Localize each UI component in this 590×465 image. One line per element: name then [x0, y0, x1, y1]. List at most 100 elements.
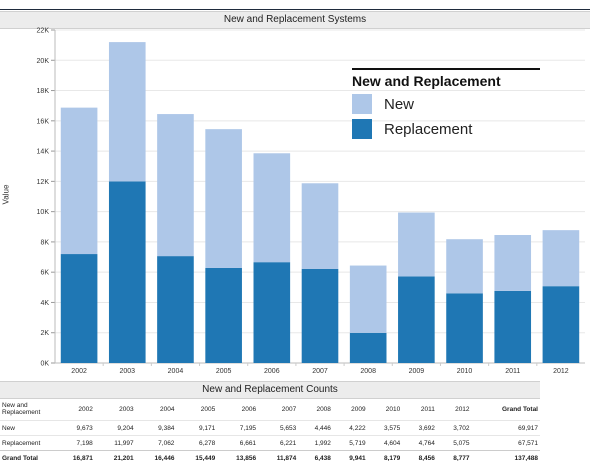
table-row: New 9,673 9,204 9,384 9,171 7,195 5,653 …	[0, 421, 540, 436]
bar-new-2005	[205, 129, 242, 268]
row-label: New	[0, 421, 54, 436]
table-cell: 7,062	[136, 436, 177, 451]
y-tick-label: 10K	[37, 209, 50, 216]
table-cell: 6,438	[298, 451, 333, 465]
y-tick-label: 6K	[40, 270, 49, 277]
table-cell: 9,204	[95, 421, 136, 436]
grand-total-row: Grand Total 16,871 21,201 16,446 15,449 …	[0, 451, 540, 465]
table-cell: 16,871	[54, 451, 95, 465]
row-total: 69,917	[472, 421, 540, 436]
table-cell: 7,195	[217, 421, 258, 436]
table-cell: 9,384	[136, 421, 177, 436]
row-total: 67,571	[472, 436, 540, 451]
table-cell: 6,221	[258, 436, 298, 451]
table-cell: 4,604	[368, 436, 403, 451]
table-cell: 8,456	[402, 451, 437, 465]
x-tick-label: 2012	[553, 368, 569, 375]
row-header-label: New and Replacement	[0, 398, 54, 421]
col-header: 2010	[368, 398, 403, 421]
table-cell: 4,764	[402, 436, 437, 451]
table-cell: 9,171	[176, 421, 217, 436]
legend: New and Replacement New Replacement	[352, 68, 540, 139]
y-tick-label: 20K	[37, 58, 50, 65]
bar-new-2007	[302, 183, 339, 269]
y-tick-label: 0K	[40, 361, 49, 368]
bar-new-2002	[61, 108, 98, 254]
table-cell: 4,446	[298, 421, 333, 436]
table-cell: 11,997	[95, 436, 136, 451]
legend-item-replacement: Replacement	[352, 119, 540, 139]
bar-replacement-2011	[494, 291, 531, 363]
y-tick-label: 4K	[40, 300, 49, 307]
table-cell: 13,856	[217, 451, 258, 465]
bar-replacement-2002	[61, 254, 98, 363]
table-cell: 11,874	[258, 451, 298, 465]
table-cell: 6,278	[176, 436, 217, 451]
table-cell: 3,575	[368, 421, 403, 436]
y-tick-label: 8K	[40, 239, 49, 246]
x-tick-label: 2003	[119, 368, 135, 375]
legend-label-new: New	[384, 96, 414, 113]
col-header: 2004	[136, 398, 177, 421]
table-cell: 9,673	[54, 421, 95, 436]
col-header: 2006	[217, 398, 258, 421]
x-tick-label: 2011	[505, 368, 520, 375]
table-cell: 3,692	[402, 421, 437, 436]
legend-swatch-new	[352, 94, 372, 114]
x-tick-label: 2009	[409, 368, 425, 375]
col-header: 2005	[176, 398, 217, 421]
y-tick-label: 22K	[37, 28, 50, 35]
y-tick-label: 18K	[37, 88, 50, 95]
table-cell: 1,992	[298, 436, 333, 451]
table-header-row: New and Replacement 2002 2003 2004 2005 …	[0, 398, 540, 421]
table-cell: 8,179	[368, 451, 403, 465]
row-total: 137,488	[472, 451, 540, 465]
bar-replacement-2008	[350, 333, 387, 363]
table-title: New and Replacement Counts	[0, 381, 540, 399]
bar-replacement-2007	[302, 269, 339, 363]
table-cell: 5,719	[333, 436, 368, 451]
col-header: 2011	[402, 398, 437, 421]
bar-replacement-2012	[543, 286, 580, 363]
bar-new-2011	[494, 235, 531, 291]
bar-replacement-2004	[157, 256, 194, 363]
row-label: Grand Total	[0, 451, 54, 465]
x-tick-label: 2007	[312, 368, 328, 375]
x-tick-label: 2010	[457, 368, 473, 375]
table-row: Replacement 7,198 11,997 7,062 6,278 6,6…	[0, 436, 540, 451]
bar-replacement-2003	[109, 181, 146, 363]
x-tick-label: 2004	[168, 368, 184, 375]
table-cell: 6,661	[217, 436, 258, 451]
table-cell: 4,222	[333, 421, 368, 436]
col-header: 2007	[258, 398, 298, 421]
bar-new-2009	[398, 213, 435, 277]
bar-replacement-2005	[205, 268, 242, 363]
bar-replacement-2009	[398, 276, 435, 363]
legend-title: New and Replacement	[352, 73, 540, 89]
bar-new-2006	[254, 153, 291, 262]
table-cell: 9,941	[333, 451, 368, 465]
bar-new-2008	[350, 266, 387, 333]
table-cell: 21,201	[95, 451, 136, 465]
table-cell: 3,702	[437, 421, 472, 436]
counts-table: New and Replacement 2002 2003 2004 2005 …	[0, 398, 540, 465]
x-tick-label: 2008	[360, 368, 376, 375]
legend-swatch-replacement	[352, 119, 372, 139]
col-header: 2008	[298, 398, 333, 421]
table-cell: 5,653	[258, 421, 298, 436]
col-header: 2003	[95, 398, 136, 421]
grand-total-header: Grand Total	[472, 398, 540, 421]
x-tick-label: 2005	[216, 368, 232, 375]
legend-label-replacement: Replacement	[384, 121, 472, 138]
legend-item-new: New	[352, 94, 540, 114]
table-cell: 5,075	[437, 436, 472, 451]
bar-replacement-2006	[254, 262, 291, 363]
y-tick-label: 12K	[37, 179, 50, 186]
table-cell: 16,446	[136, 451, 177, 465]
bar-new-2012	[543, 230, 580, 286]
col-header: 2009	[333, 398, 368, 421]
table-cell: 7,198	[54, 436, 95, 451]
bar-new-2010	[446, 239, 483, 293]
row-label: Replacement	[0, 436, 54, 451]
